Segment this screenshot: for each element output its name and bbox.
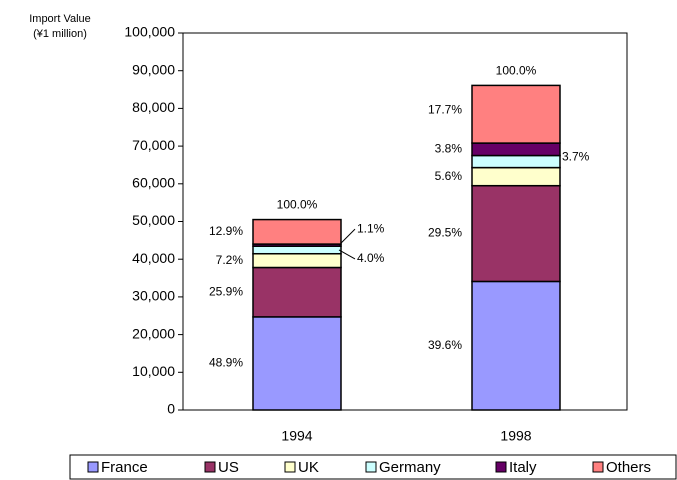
legend-label: UK: [298, 459, 319, 476]
y-axis-label: (¥1 million): [33, 28, 87, 40]
bar-segment: [471, 184, 561, 283]
bar-segment: [471, 280, 561, 411]
share-label: 12.9%: [209, 224, 243, 238]
y-tick-label: 20,000: [132, 325, 175, 341]
legend-label: Others: [606, 459, 651, 476]
share-label: 7.2%: [216, 253, 244, 267]
y-tick-label: 0: [167, 401, 175, 417]
y-tick-label: 30,000: [132, 288, 175, 304]
y-tick-label: 70,000: [132, 137, 175, 153]
share-label: 29.5%: [428, 226, 462, 240]
legend-swatch: [365, 461, 377, 473]
bar-segment: [252, 316, 342, 411]
legend-swatch: [284, 461, 296, 473]
y-axis-label: Import Value: [29, 13, 91, 25]
legend-swatch: [204, 461, 216, 473]
total-label: 100.0%: [277, 198, 318, 212]
bar-segment: [252, 245, 342, 255]
share-label: 1.1%: [357, 221, 385, 235]
share-label: 4.0%: [357, 251, 385, 265]
y-tick-label: 50,000: [132, 212, 175, 228]
share-label: 48.9%: [209, 356, 243, 370]
y-tick-label: 80,000: [132, 99, 175, 115]
bar-segment: [252, 218, 342, 245]
share-label: 25.9%: [209, 284, 243, 298]
legend-swatch: [495, 461, 507, 473]
total-label: 100.0%: [496, 64, 537, 78]
share-label: 3.7%: [562, 150, 590, 164]
bar-segment: [471, 142, 561, 157]
x-tick-label: 1998: [500, 428, 531, 444]
bar-segment: [252, 266, 342, 318]
share-label: 17.7%: [428, 102, 462, 116]
y-tick-label: 10,000: [132, 363, 175, 379]
legend-box: [69, 454, 677, 480]
leader-line: [338, 249, 356, 260]
legend: France US UK Germany Italy Others: [87, 459, 651, 476]
legend-label: Italy: [509, 459, 537, 476]
share-label: 5.6%: [435, 169, 463, 183]
x-tick-label: 1994: [281, 428, 312, 444]
legend-swatch: [592, 461, 604, 473]
legend-label: Germany: [379, 459, 441, 476]
share-label: 39.6%: [428, 338, 462, 352]
legend-swatch: [87, 461, 99, 473]
legend-label: US: [218, 459, 239, 476]
bar-segment: [471, 154, 561, 169]
y-tick-label: 40,000: [132, 250, 175, 266]
y-tick-label: 100,000: [124, 24, 175, 40]
y-tick-label: 90,000: [132, 61, 175, 77]
bar-segment: [471, 166, 561, 187]
y-tick-label: 60,000: [132, 175, 175, 191]
bar-segment: [471, 84, 561, 144]
share-label: 3.8%: [435, 141, 463, 155]
bar-segment: [252, 252, 342, 269]
legend-label: France: [101, 459, 148, 476]
